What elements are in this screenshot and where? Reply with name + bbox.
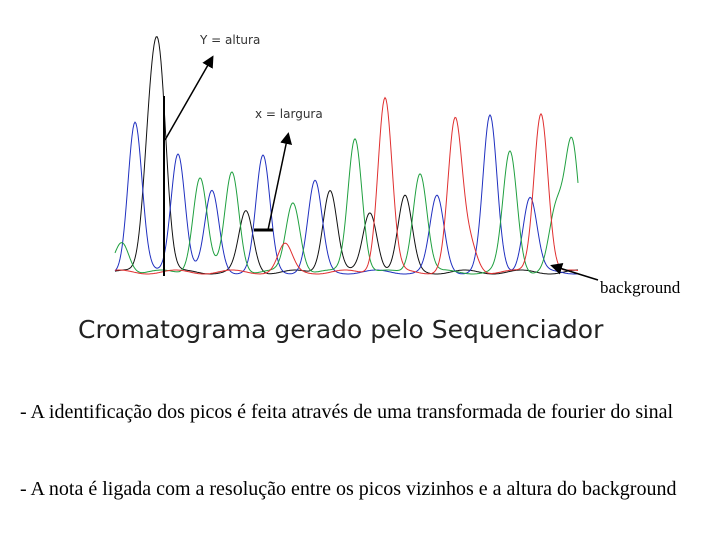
trace — [114, 35, 578, 275]
height-label: Y = altura — [199, 33, 260, 47]
traces — [114, 35, 579, 275]
height-arrow — [164, 55, 214, 141]
bullet: - A nota é ligada com a resolução entre … — [20, 478, 677, 500]
width-arrow — [267, 132, 293, 231]
background-arrow — [550, 262, 599, 281]
trace — [114, 96, 579, 275]
bullet: - A identificação dos picos é feita atra… — [20, 401, 674, 423]
background-label: background — [600, 278, 681, 297]
width-label: x = largura — [255, 107, 323, 121]
title: Cromatograma gerado pelo Sequenciador — [78, 315, 604, 344]
trace — [114, 136, 579, 275]
trace — [114, 114, 579, 275]
